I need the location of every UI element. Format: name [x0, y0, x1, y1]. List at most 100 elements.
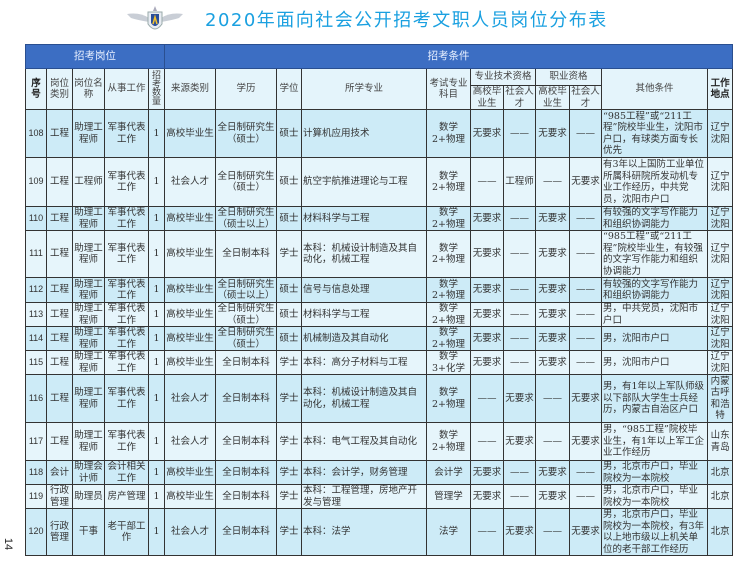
- cell-count: 1: [148, 109, 165, 158]
- cell-tech-grad: 无要求: [470, 302, 504, 327]
- cell-seq: 114: [25, 326, 47, 351]
- cell-name: 助理会计师: [72, 460, 105, 485]
- cell-source: 高校毕业生: [164, 484, 216, 509]
- cell-exam: 数学3+化学: [426, 350, 471, 375]
- cell-education: 全日制本科: [215, 230, 277, 278]
- cell-exam: 数学2+物理: [426, 277, 471, 303]
- cell-degree: 硕士: [276, 157, 302, 207]
- table-row: 111 工程 助理工程师 军事代表工作 1 高校毕业生 全日制本科 学士 本科：机械设计制造及其…: [25, 230, 734, 278]
- header-job-social: 社会人才: [569, 85, 602, 110]
- cell-exam: 会计学: [426, 460, 471, 485]
- cell-source: 高校毕业生: [164, 460, 216, 485]
- cell-education: 全日制本科: [215, 422, 277, 461]
- cell-other: 有较强的文字写作能力和组织协调能力: [601, 206, 708, 231]
- cell-category: 行政管理: [46, 508, 73, 556]
- cell-tech-grad: 无要求: [470, 460, 504, 485]
- cell-category: 工程: [46, 326, 73, 351]
- cell-category: 工程: [46, 302, 73, 327]
- cell-job-grad: ——: [535, 508, 570, 556]
- cell-other: 男，北京市户口，毕业院校为一本院校: [601, 484, 708, 509]
- air-force-emblem-logo: [127, 6, 183, 30]
- cell-job-social: ——: [569, 109, 602, 158]
- cell-work: 军事代表工作: [104, 350, 149, 375]
- cell-count: 1: [148, 157, 165, 207]
- cell-exam: 数学2+物理: [426, 374, 471, 423]
- cell-location: 辽宁沈阳: [706, 109, 734, 158]
- cell-name: 助理工程师: [72, 326, 105, 351]
- cell-seq: 117: [25, 422, 47, 461]
- cell-seq: 109: [25, 157, 47, 207]
- cell-major: 本科：工程管理，房地产开发与管理: [301, 484, 427, 509]
- cell-name: 干事: [72, 508, 105, 556]
- cell-name: 助理工程师: [72, 302, 105, 327]
- table-row: 110 工程 助理工程师 军事代表工作 1 高校毕业生 全日制研究生（硕士以上） 硕士 材料科学…: [25, 206, 734, 231]
- header-count: 招考数量: [148, 68, 165, 110]
- cell-seq: 120: [25, 508, 47, 556]
- header-job-grad: 高校毕业生: [535, 85, 570, 110]
- cell-source: 社会人才: [164, 157, 216, 207]
- cell-tech-social: ——: [503, 230, 536, 278]
- cell-other: 男，中共党员，沈阳市户口: [601, 302, 708, 327]
- cell-count: 1: [148, 277, 165, 303]
- group-header-position: 招考岗位: [25, 44, 165, 69]
- cell-name: 助理工程师: [72, 350, 105, 375]
- cell-count: 1: [148, 206, 165, 231]
- cell-job-social: ——: [569, 326, 602, 351]
- cell-tech-social: 无要求: [503, 374, 536, 423]
- header-location: 工作地点: [706, 68, 734, 110]
- header-degree: 学位: [276, 68, 302, 110]
- cell-tech-social: 工程师: [503, 157, 536, 207]
- table-row: 113 工程 助理工程师 军事代表工作 1 高校毕业生 全日制研究生（硕士） 硕士 材料科学与工…: [25, 302, 734, 327]
- cell-major: 信号与信息处理: [301, 277, 427, 303]
- cell-work: 房产管理: [104, 484, 149, 509]
- cell-education: 全日制研究生（硕士以上）: [215, 206, 277, 231]
- cell-major: 本科：机械设计制造及其自动化，机械工程: [301, 374, 427, 423]
- cell-tech-social: ——: [503, 302, 536, 327]
- cell-degree: 硕士: [276, 206, 302, 231]
- page-number: 14: [2, 537, 15, 551]
- cell-name: 助理工程师: [72, 230, 105, 278]
- cell-category: 工程: [46, 206, 73, 231]
- cell-source: 社会人才: [164, 374, 216, 423]
- cell-education: 全日制本科: [215, 460, 277, 485]
- cell-exam: 数学2+物理: [426, 230, 471, 278]
- cell-tech-grad: 无要求: [470, 206, 504, 231]
- header-education: 学历: [215, 68, 277, 110]
- cell-source: 高校毕业生: [164, 277, 216, 303]
- header-name: 岗位名称: [72, 68, 105, 110]
- table-row: 119 行政管理 助理员 房产管理 1 高校毕业生 全日制本科 学士 本科：工程管理，房地产开发…: [25, 484, 734, 509]
- cell-count: 1: [148, 230, 165, 278]
- cell-source: 高校毕业生: [164, 206, 216, 231]
- cell-tech-grad: 无要求: [470, 277, 504, 303]
- cell-tech-grad: 无要求: [470, 230, 504, 278]
- cell-tech-social: ——: [503, 326, 536, 351]
- cell-tech-grad: 无要求: [470, 484, 504, 509]
- cell-category: 工程: [46, 109, 73, 158]
- cell-job-grad: 无要求: [535, 460, 570, 485]
- cell-major: 本科：电气工程及其自动化: [301, 422, 427, 461]
- cell-work: 会计相关工作: [104, 460, 149, 485]
- cell-category: 工程: [46, 374, 73, 423]
- cell-location: 北京: [706, 484, 734, 509]
- cell-job-social: ——: [569, 484, 602, 509]
- cell-tech-social: ——: [503, 109, 536, 158]
- cell-education: 全日制研究生（硕士）: [215, 326, 277, 351]
- cell-major: 材料科学与工程: [301, 302, 427, 327]
- table-row: 117 工程 助理工程师 军事代表工作 1 社会人才 全日制本科 学士 本科：电气工程及其自动化…: [25, 422, 734, 461]
- cell-tech-social: ——: [503, 206, 536, 231]
- cell-job-social: ——: [569, 206, 602, 231]
- group-header-conditions: 招考条件: [163, 44, 734, 69]
- cell-education: 全日制本科: [215, 484, 277, 509]
- cell-name: 助理工程师: [72, 422, 105, 461]
- cell-source: 社会人才: [164, 508, 216, 556]
- cell-other: 男，沈阳市户口: [601, 350, 708, 375]
- cell-tech-grad: 无要求: [470, 326, 504, 351]
- cell-work: 军事代表工作: [104, 374, 149, 423]
- header-other: 其他条件: [601, 68, 708, 110]
- cell-work: 军事代表工作: [104, 302, 149, 327]
- cell-work: 军事代表工作: [104, 277, 149, 303]
- cell-work: 军事代表工作: [104, 206, 149, 231]
- cell-work: 军事代表工作: [104, 326, 149, 351]
- cell-location: 辽宁沈阳: [706, 326, 734, 351]
- cell-location: 辽宁沈阳: [706, 350, 734, 375]
